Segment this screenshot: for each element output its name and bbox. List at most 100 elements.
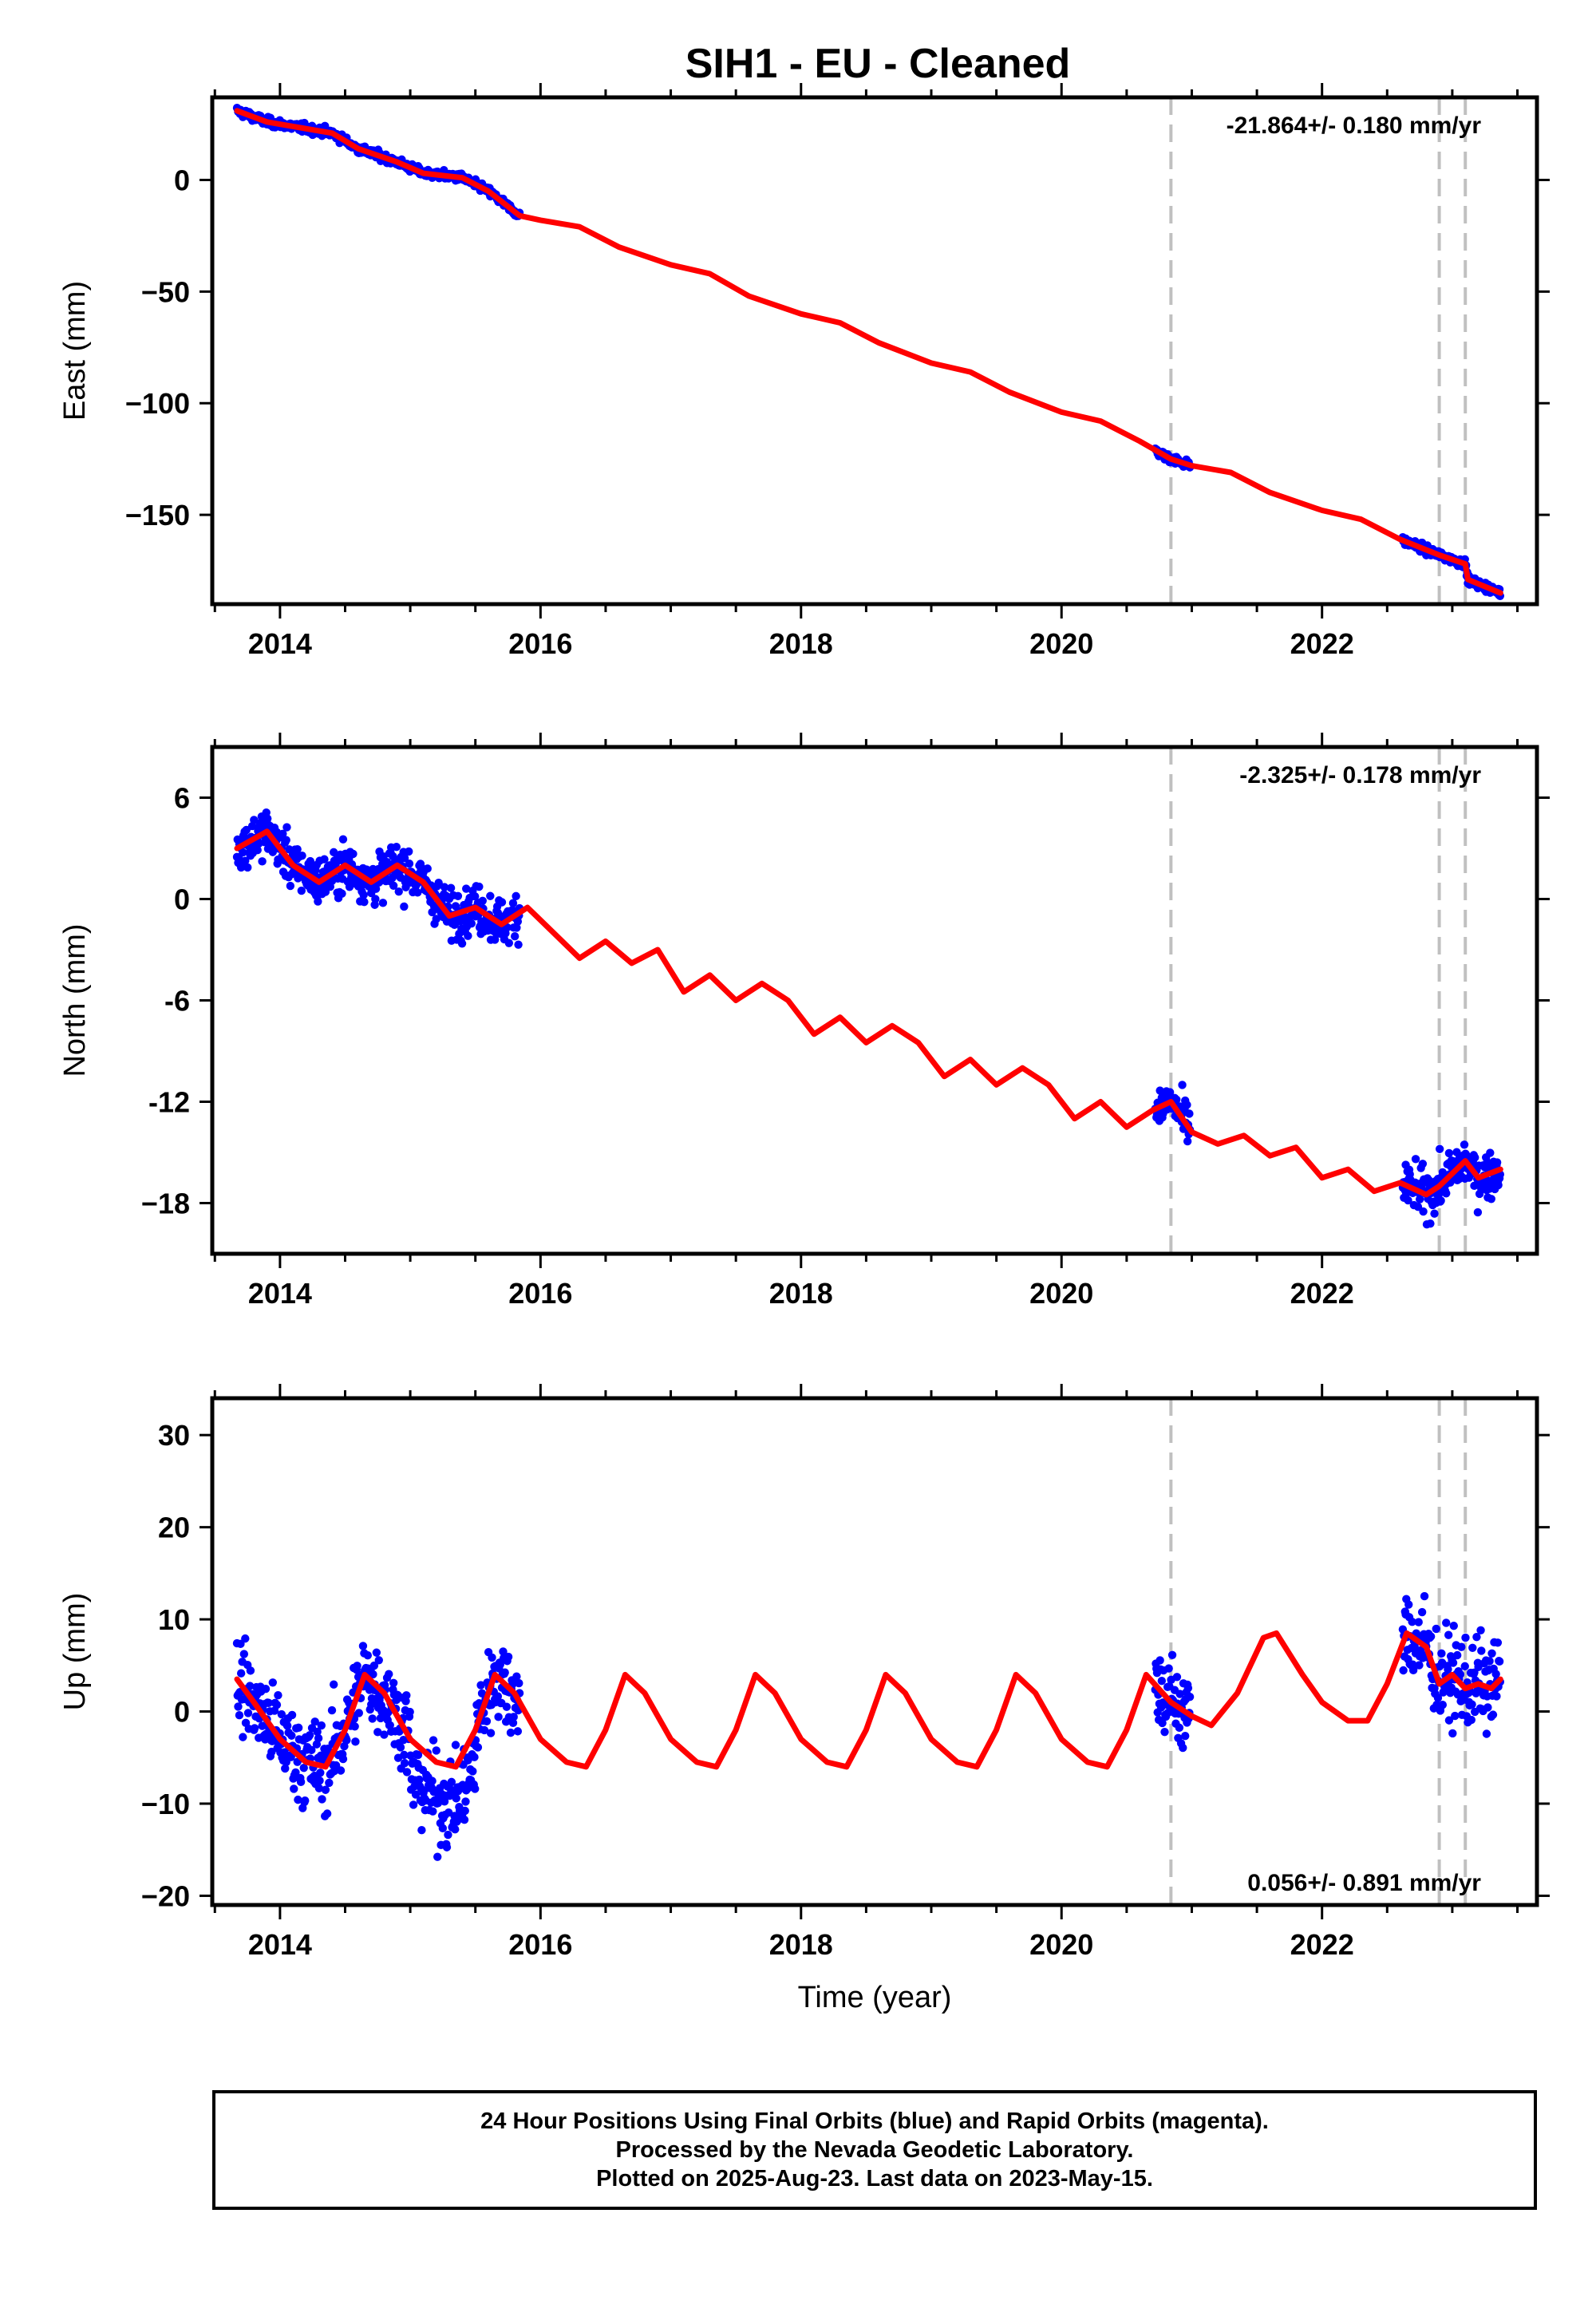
data-point	[468, 1767, 477, 1776]
y-tick-label: −100	[125, 387, 190, 420]
data-point	[1414, 1618, 1423, 1626]
data-point	[369, 1670, 377, 1679]
data-point	[482, 1717, 492, 1725]
data-point	[1160, 1727, 1169, 1737]
data-point	[400, 1750, 409, 1760]
data-point	[305, 1731, 314, 1740]
y-tick-label: −18	[141, 1188, 190, 1220]
data-point	[385, 1670, 393, 1678]
data-point	[396, 1743, 405, 1752]
data-point	[451, 1825, 460, 1834]
data-point	[1430, 1209, 1439, 1218]
x-tick-label: 2022	[1290, 1928, 1354, 1961]
data-point	[1172, 1673, 1182, 1682]
y-axis-title: Up (mm)	[58, 1593, 92, 1711]
data-point	[241, 856, 250, 865]
data-point	[433, 1852, 442, 1861]
data-point	[1408, 1617, 1416, 1626]
data-point	[314, 1733, 323, 1743]
data-point	[1492, 1692, 1501, 1701]
data-point	[321, 1785, 330, 1794]
data-point	[1444, 1665, 1452, 1674]
data-point	[423, 864, 432, 873]
data-point	[411, 1790, 421, 1799]
plot-area	[232, 747, 1505, 1254]
x-tick-label: 2014	[248, 1277, 312, 1310]
data-point	[1185, 1109, 1194, 1118]
data-point	[1444, 1716, 1454, 1725]
model-line	[234, 828, 1503, 1198]
x-tick-label: 2016	[508, 1277, 572, 1310]
y-axis-title: East (mm)	[58, 281, 92, 421]
data-point	[245, 1682, 255, 1690]
data-point	[415, 1775, 424, 1784]
data-point	[235, 1711, 244, 1720]
data-point	[264, 1698, 273, 1708]
data-point	[1175, 1690, 1184, 1698]
data-point	[336, 1766, 346, 1775]
data-point	[1487, 1195, 1495, 1203]
data-point	[1436, 1196, 1445, 1205]
y-tick-label: −50	[141, 275, 190, 308]
data-point	[314, 897, 322, 906]
data-point	[1420, 1591, 1429, 1601]
data-point	[470, 1753, 479, 1761]
data-point	[236, 1669, 246, 1678]
footer-line-3: Plotted on 2025-Aug-23. Last data on 202…	[596, 2166, 1153, 2192]
data-point	[1432, 1624, 1440, 1634]
y-tick-label: −10	[141, 1788, 190, 1820]
data-point	[1426, 1632, 1436, 1641]
data-point	[1486, 1148, 1495, 1157]
x-tick-label: 2018	[769, 1928, 833, 1961]
y-tick-label: 0	[174, 1696, 190, 1729]
data-point	[1410, 1641, 1419, 1650]
data-point	[409, 1800, 418, 1809]
data-point	[274, 1691, 282, 1700]
data-point	[318, 1795, 326, 1804]
data-point	[1461, 1633, 1470, 1642]
data-point	[1419, 1207, 1428, 1216]
data-point	[282, 836, 290, 844]
data-point	[512, 1672, 521, 1681]
data-point	[315, 1776, 324, 1785]
data-point	[447, 1777, 456, 1787]
data-point	[1474, 1662, 1483, 1671]
data-point	[438, 1824, 448, 1833]
y-tick-label: −150	[125, 499, 190, 532]
data-point	[316, 1769, 325, 1777]
data-point	[471, 1784, 480, 1793]
data-point	[473, 1743, 483, 1752]
x-axis-title: Time (year)	[798, 1981, 952, 2014]
data-point	[380, 1730, 389, 1739]
data-point	[360, 897, 369, 907]
data-point	[442, 1843, 452, 1852]
data-point	[239, 1650, 249, 1658]
plot-frame	[210, 1396, 1539, 1907]
data-point	[512, 923, 521, 932]
panel-up: 2014 2016 2018 2020 2022 30 20 10 0 −10 −20 Up (mm)…	[58, 1384, 1550, 2014]
data-point	[246, 1666, 255, 1675]
panel-east: 2014 2016 2018 2020 2022 0 −50 −100 −150 East (mm…	[58, 83, 1550, 660]
data-point	[1471, 1153, 1479, 1162]
x-tick-label: 2014	[248, 627, 312, 660]
data-point	[389, 881, 398, 890]
data-point	[325, 1778, 334, 1788]
x-tick-label: 2020	[1029, 627, 1093, 660]
data-point	[490, 935, 500, 944]
data-point	[509, 1713, 518, 1721]
data-point	[464, 931, 472, 940]
y-tick-label: 10	[158, 1603, 190, 1636]
data-point	[508, 1718, 518, 1728]
data-point	[392, 842, 401, 852]
data-point	[239, 848, 247, 857]
data-point	[1483, 1703, 1492, 1712]
data-point	[440, 883, 449, 891]
data-point	[1456, 1670, 1465, 1679]
data-point	[372, 1648, 381, 1657]
data-point	[241, 1634, 250, 1643]
data-point	[1477, 1646, 1486, 1655]
data-point	[1433, 1694, 1443, 1702]
data-point	[460, 1806, 469, 1816]
data-point	[514, 940, 523, 949]
